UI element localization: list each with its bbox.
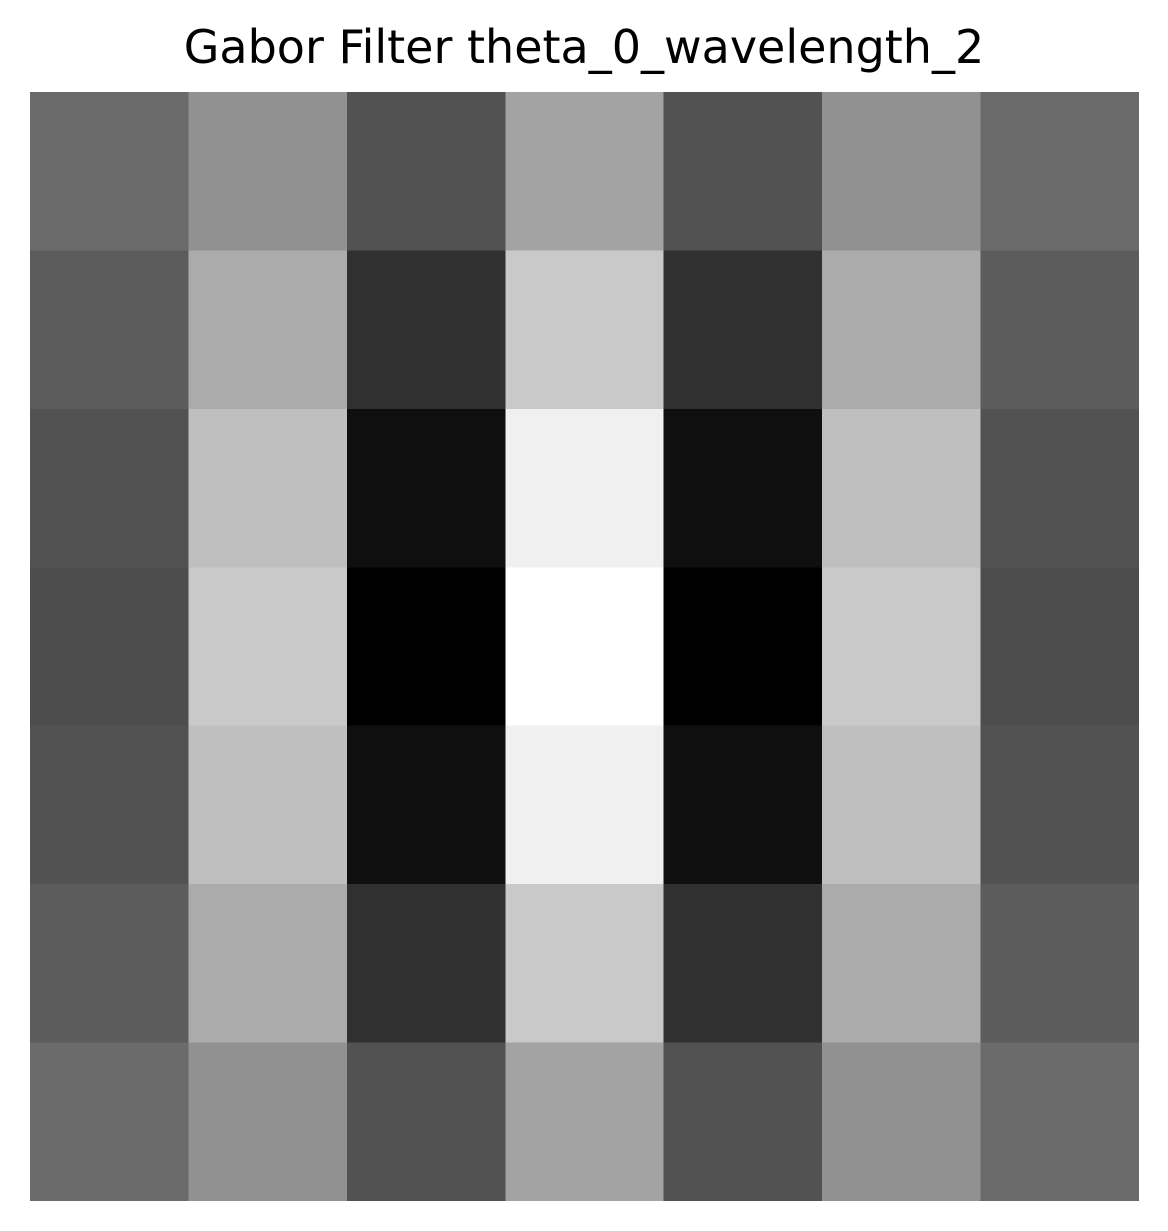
heatmap-cell-r3-c3 xyxy=(505,567,665,727)
heatmap-cell-r4-c6 xyxy=(980,725,1139,885)
heatmap-cell-r1-c2 xyxy=(346,250,506,410)
heatmap-cell-r3-c0 xyxy=(30,567,190,727)
heatmap-cell-r5-c2 xyxy=(346,884,506,1044)
heatmap-cell-r2-c6 xyxy=(980,408,1139,568)
heatmap-cell-r1-c4 xyxy=(663,250,823,410)
heatmap-cell-r0-c5 xyxy=(822,92,982,252)
heatmap-cell-r4-c1 xyxy=(188,725,348,885)
heatmap-cell-r1-c0 xyxy=(30,250,190,410)
heatmap-cell-r0-c1 xyxy=(188,92,348,252)
heatmap-cell-r2-c2 xyxy=(346,408,506,568)
heatmap-cell-r1-c6 xyxy=(980,250,1139,410)
heatmap-cell-r3-c6 xyxy=(980,567,1139,727)
heatmap-cell-r2-c3 xyxy=(505,408,665,568)
heatmap-cell-r6-c3 xyxy=(505,1042,665,1201)
heatmap-cell-r5-c0 xyxy=(30,884,190,1044)
heatmap-cell-r0-c2 xyxy=(346,92,506,252)
heatmap-cell-r4-c0 xyxy=(30,725,190,885)
heatmap-cell-r4-c5 xyxy=(822,725,982,885)
heatmap-cell-r5-c1 xyxy=(188,884,348,1044)
heatmap-cell-r0-c6 xyxy=(980,92,1139,252)
heatmap-cell-r1-c3 xyxy=(505,250,665,410)
heatmap-cell-r6-c6 xyxy=(980,1042,1139,1201)
heatmap-cell-r3-c1 xyxy=(188,567,348,727)
heatmap-cell-r4-c2 xyxy=(346,725,506,885)
chart-title: Gabor Filter theta_0_wavelength_2 xyxy=(183,20,985,74)
heatmap-cell-r6-c2 xyxy=(346,1042,506,1201)
heatmap-cell-r5-c5 xyxy=(822,884,982,1044)
heatmap-cell-r6-c4 xyxy=(663,1042,823,1201)
heatmap-cell-r0-c4 xyxy=(663,92,823,252)
heatmap-plot xyxy=(30,92,1139,1201)
heatmap-cell-r6-c1 xyxy=(188,1042,348,1201)
heatmap-cell-r5-c4 xyxy=(663,884,823,1044)
heatmap-cell-r1-c1 xyxy=(188,250,348,410)
heatmap-cell-r0-c3 xyxy=(505,92,665,252)
heatmap-cell-r0-c0 xyxy=(30,92,190,252)
heatmap-cell-r6-c5 xyxy=(822,1042,982,1201)
heatmap-cell-r2-c1 xyxy=(188,408,348,568)
heatmap-cell-r2-c5 xyxy=(822,408,982,568)
heatmap-cell-r3-c4 xyxy=(663,567,823,727)
heatmap-cell-r1-c5 xyxy=(822,250,982,410)
heatmap-cell-r5-c6 xyxy=(980,884,1139,1044)
heatmap-cell-r4-c3 xyxy=(505,725,665,885)
heatmap-cell-r3-c2 xyxy=(346,567,506,727)
heatmap-cell-r4-c4 xyxy=(663,725,823,885)
heatmap-cell-r3-c5 xyxy=(822,567,982,727)
heatmap-cell-r6-c0 xyxy=(30,1042,190,1201)
heatmap-cell-r2-c4 xyxy=(663,408,823,568)
heatmap-cell-r5-c3 xyxy=(505,884,665,1044)
heatmap-cell-r2-c0 xyxy=(30,408,190,568)
